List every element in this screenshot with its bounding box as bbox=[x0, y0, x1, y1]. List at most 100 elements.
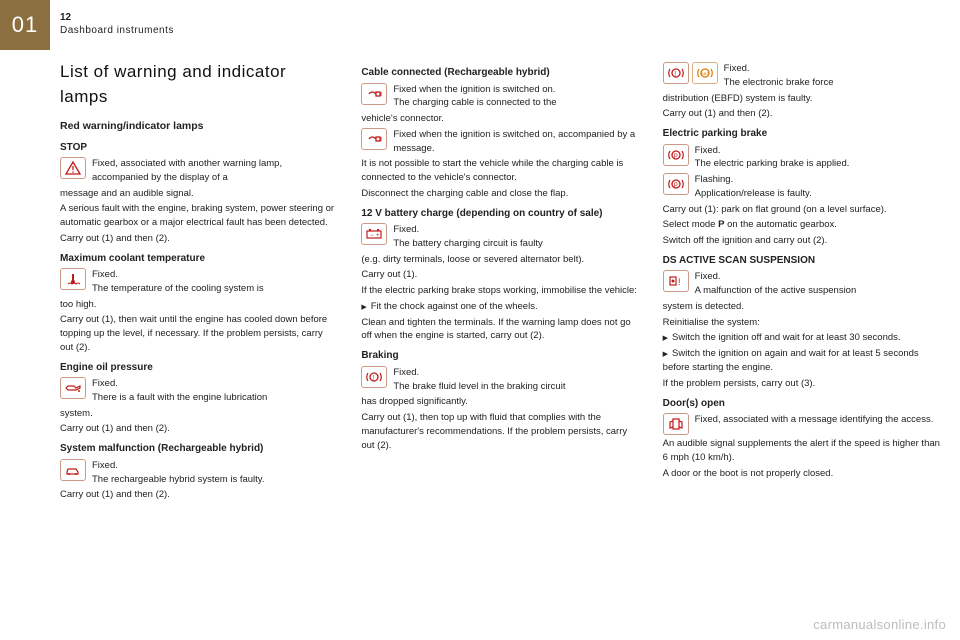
doors-heading: Door(s) open bbox=[663, 397, 940, 412]
epb-p3: Switch off the ignition and carry out (2… bbox=[663, 234, 940, 248]
epb-row-a: P Fixed. The electric parking brake is a… bbox=[663, 144, 940, 172]
doors-p1: An audible signal supplements the alert … bbox=[663, 437, 940, 465]
coolant-p2: Carry out (1), then wait until the engin… bbox=[60, 313, 337, 354]
column-3: ! ABS Fixed. The electronic brake force … bbox=[663, 60, 940, 610]
dsas-l2: A malfunction of the active suspension bbox=[695, 284, 940, 298]
svg-text:ABS: ABS bbox=[701, 71, 709, 76]
svg-text:−: − bbox=[370, 233, 374, 239]
hybrid-car-icon bbox=[60, 459, 86, 481]
sysmal-row: Fixed. The rechargeable hybrid system is… bbox=[60, 459, 337, 487]
svg-text:!: ! bbox=[674, 71, 676, 78]
dsas-p1: system is detected. bbox=[663, 300, 940, 314]
sysmal-l1: Fixed. bbox=[92, 459, 337, 473]
oil-p1: system. bbox=[60, 407, 337, 421]
warning-triangle-icon bbox=[60, 157, 86, 179]
section-name: Dashboard instruments bbox=[60, 25, 174, 36]
oil-p2: Carry out (1) and then (2). bbox=[60, 422, 337, 436]
coolant-row: Fixed. The temperature of the cooling sy… bbox=[60, 268, 337, 296]
ebfd-l1: Fixed. bbox=[724, 62, 940, 76]
brak-l2: The brake fluid level in the braking cir… bbox=[393, 380, 638, 394]
oil-l2: There is a fault with the engine lubrica… bbox=[92, 391, 337, 405]
cable-p3: Disconnect the charging cable and close … bbox=[361, 187, 638, 201]
epb-p1: Carry out (1): park on flat ground (on a… bbox=[663, 203, 940, 217]
door-open-icon bbox=[663, 413, 689, 435]
red-lamps-heading: Red warning/indicator lamps bbox=[60, 119, 337, 134]
brak-p1: has dropped significantly. bbox=[361, 395, 638, 409]
cable-p1: vehicle's connector. bbox=[361, 112, 638, 126]
cable-heading: Cable connected (Rechargeable hybrid) bbox=[361, 66, 638, 81]
brak-l1: Fixed. bbox=[393, 366, 638, 380]
batt-p4: Clean and tighten the terminals. If the … bbox=[361, 316, 638, 344]
svg-text:P: P bbox=[673, 154, 677, 160]
watermark: carmanualsonline.info bbox=[813, 617, 946, 632]
cable-a-text: Fixed when the ignition is switched on. … bbox=[393, 83, 638, 111]
brak-row: ! Fixed. The brake fluid level in the br… bbox=[361, 366, 638, 394]
dsas-heading: DS ACTIVE SCAN SUSPENSION bbox=[663, 254, 940, 269]
ebfd-icon-text: Fixed. The electronic brake force bbox=[724, 62, 940, 90]
oil-icon-text: Fixed. There is a fault with the engine … bbox=[92, 377, 337, 405]
svg-text:+: + bbox=[376, 233, 380, 239]
dsas-p2: Reinitialise the system: bbox=[663, 316, 940, 330]
epb-p2: Select mode P on the automatic gearbox. bbox=[663, 218, 940, 232]
stop-p3: Carry out (1) and then (2). bbox=[60, 232, 337, 246]
stop-p1: message and an audible signal. bbox=[60, 187, 337, 201]
stop-p2: A serious fault with the engine, braking… bbox=[60, 202, 337, 230]
thermometer-icon bbox=[60, 268, 86, 290]
dsas-l1: Fixed. bbox=[695, 270, 940, 284]
epb-heading: Electric parking brake bbox=[663, 127, 940, 142]
coolant-l2: The temperature of the cooling system is bbox=[92, 282, 337, 296]
coolant-p1: too high. bbox=[60, 298, 337, 312]
cable-p2: It is not possible to start the vehicle … bbox=[361, 157, 638, 185]
cable-a1: Fixed when the ignition is switched on. bbox=[393, 83, 638, 97]
parking-brake-icon: P bbox=[663, 144, 689, 166]
ebfd-p1: distribution (EBFD) system is faulty. bbox=[663, 92, 940, 106]
dsas-b1: Switch the ignition off and wait for at … bbox=[663, 331, 940, 345]
svg-text:!: ! bbox=[373, 375, 375, 382]
epb-row-b: P Flashing. Application/release is fault… bbox=[663, 173, 940, 201]
brak-p2: Carry out (1), then top up with fluid th… bbox=[361, 411, 638, 452]
plug-icon-2 bbox=[361, 128, 387, 150]
doors-l1: Fixed, associated with a message identif… bbox=[695, 413, 940, 427]
dsas-p3: If the problem persists, carry out (3). bbox=[663, 377, 940, 391]
batt-heading: 12 V battery charge (depending on countr… bbox=[361, 207, 638, 222]
epb-a1: Fixed. bbox=[695, 144, 940, 158]
sysmal-heading: System malfunction (Rechargeable hybrid) bbox=[60, 442, 337, 457]
abs-icon: ABS bbox=[692, 62, 718, 84]
batt-bullet1: Fit the chock against one of the wheels. bbox=[361, 300, 638, 314]
dsas-icon-text: Fixed. A malfunction of the active suspe… bbox=[695, 270, 940, 298]
stop-heading: STOP bbox=[60, 141, 337, 156]
page-header: 12 Dashboard instruments bbox=[60, 12, 174, 36]
batt-l2: The battery charging circuit is faulty bbox=[393, 237, 638, 251]
page-number: 12 bbox=[60, 12, 174, 23]
suspension-icon: ! bbox=[663, 270, 689, 292]
batt-p3: If the electric parking brake stops work… bbox=[361, 284, 638, 298]
batt-p2: Carry out (1). bbox=[361, 268, 638, 282]
page-content: List of warning and indicator lamps Red … bbox=[60, 60, 940, 610]
epb-b-text: Flashing. Application/release is faulty. bbox=[695, 173, 940, 201]
oil-l1: Fixed. bbox=[92, 377, 337, 391]
stop-row: Fixed, associated with another warning l… bbox=[60, 157, 337, 185]
brak-icon-text: Fixed. The brake fluid level in the brak… bbox=[393, 366, 638, 394]
oil-can-icon bbox=[60, 377, 86, 399]
coolant-icon-text: Fixed. The temperature of the cooling sy… bbox=[92, 268, 337, 296]
svg-text:!: ! bbox=[678, 277, 681, 287]
doors-row: Fixed, associated with a message identif… bbox=[663, 413, 940, 435]
batt-icon-text: Fixed. The battery charging circuit is f… bbox=[393, 223, 638, 251]
epb-a2: The electric parking brake is applied. bbox=[695, 157, 940, 171]
oil-heading: Engine oil pressure bbox=[60, 361, 337, 376]
brake-warning-icon: ! bbox=[361, 366, 387, 388]
chapter-tab: 01 bbox=[0, 0, 50, 50]
sysmal-l2: The rechargeable hybrid system is faulty… bbox=[92, 473, 337, 487]
coolant-l1: Fixed. bbox=[92, 268, 337, 282]
ebfd-l2: The electronic brake force bbox=[724, 76, 940, 90]
batt-p1: (e.g. dirty terminals, loose or severed … bbox=[361, 253, 638, 267]
ebfd-row: ! ABS Fixed. The electronic brake force bbox=[663, 62, 940, 90]
batt-l1: Fixed. bbox=[393, 223, 638, 237]
svg-text:P: P bbox=[673, 183, 677, 189]
coolant-heading: Maximum coolant temperature bbox=[60, 252, 337, 267]
dsas-row: ! Fixed. A malfunction of the active sus… bbox=[663, 270, 940, 298]
battery-icon: −+ bbox=[361, 223, 387, 245]
parking-brake-icon-2: P bbox=[663, 173, 689, 195]
sysmal-icon-text: Fixed. The rechargeable hybrid system is… bbox=[92, 459, 337, 487]
cable-b1: Fixed when the ignition is switched on, … bbox=[393, 128, 638, 156]
